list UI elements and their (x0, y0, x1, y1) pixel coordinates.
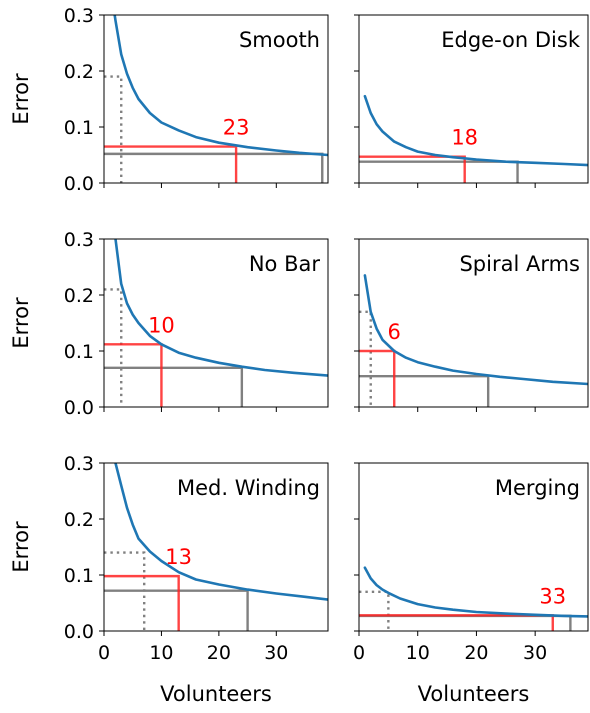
panel-spiral-arms: 6 Spiral Arms (354, 238, 589, 412)
plot-area (359, 566, 588, 631)
plot-area (359, 274, 588, 407)
y-tick-label: 0.1 (64, 117, 94, 139)
x-tick-label: 20 (464, 642, 488, 664)
volunteer-count-label: 10 (148, 313, 175, 337)
panel-title: Merging (495, 476, 580, 500)
red-threshold-line (104, 145, 238, 183)
y-axis-label: Error (9, 521, 33, 573)
x-tick-label: 10 (149, 642, 173, 664)
x-tick-label: 10 (406, 642, 430, 664)
error-curve (363, 94, 588, 167)
red-threshold-line (359, 349, 396, 407)
axes-frame (358, 462, 589, 632)
panel-med-winding: 13 Med. Winding 0.0 0.1 0.2 0.3 Error 0 10 20 30 Vo… (9, 453, 329, 706)
x-tick-label: 30 (523, 642, 547, 664)
plot-area (104, 463, 328, 631)
dotted-threshold-line (359, 590, 390, 631)
panel-title: Med. Winding (177, 476, 320, 500)
x-axis-label: Volunteers (418, 682, 530, 706)
dotted-threshold-line (104, 288, 123, 407)
panel-merging: 33 Merging 0 10 20 30 Volunteers (353, 462, 589, 706)
error-curve (363, 566, 588, 618)
plot-area (104, 15, 328, 183)
panel-title: Smooth (239, 28, 320, 52)
axes-frame (103, 14, 329, 184)
x-axis-label: Volunteers (160, 682, 272, 706)
x-tick-label: 0 (98, 642, 110, 664)
panel-title: Edge-on Disk (441, 28, 581, 52)
dotted-threshold-line (104, 75, 123, 183)
plot-area (359, 94, 588, 183)
y-axis-label: Error (9, 297, 33, 349)
red-threshold-line (359, 155, 466, 183)
gray-threshold-line (104, 152, 324, 183)
x-tick-label: 30 (264, 642, 288, 664)
dotted-threshold-line (359, 310, 372, 407)
error-curve (113, 15, 328, 157)
y-tick-label: 0.2 (64, 285, 94, 307)
y-tick-label: 0.0 (64, 173, 94, 195)
y-tick-label: 0.2 (64, 509, 94, 531)
panel-smooth: 23 Smooth 0.0 0.1 0.2 0.3 Error (9, 5, 329, 195)
gray-threshold-line (359, 375, 490, 407)
y-tick-label: 0.1 (64, 565, 94, 587)
axes-frame (358, 14, 589, 184)
panel-no-bar: 10 No Bar 0.0 0.1 0.2 0.3 Error (9, 229, 329, 419)
red-threshold-line (104, 574, 180, 631)
panel-title: Spiral Arms (459, 252, 580, 276)
y-tick-label: 0.3 (64, 453, 94, 475)
axes-frame (103, 462, 329, 632)
plot-area (104, 239, 328, 407)
y-axis-label: Error (9, 73, 33, 125)
y-tick-label: 0.0 (64, 621, 94, 643)
y-tick-label: 0.2 (64, 61, 94, 83)
x-tick-label: 0 (353, 642, 365, 664)
y-tick-label: 0.3 (64, 5, 94, 27)
dotted-threshold-line (104, 551, 146, 631)
volunteer-count-label: 18 (451, 126, 478, 150)
y-tick-label: 0.1 (64, 341, 94, 363)
gray-threshold-line (104, 366, 244, 407)
error-curve (114, 239, 328, 377)
volunteer-count-label: 6 (388, 320, 401, 344)
axes-frame (103, 238, 329, 408)
panel-edge-on-disk: 18 Edge-on Disk (354, 14, 589, 188)
gray-threshold-line (359, 160, 519, 183)
axes-frame (358, 238, 589, 408)
error-curve (114, 463, 328, 601)
error-curve (363, 274, 588, 386)
volunteer-count-label: 13 (165, 545, 192, 569)
panel-title: No Bar (249, 252, 321, 276)
y-tick-label: 0.0 (64, 397, 94, 419)
red-threshold-line (104, 343, 163, 407)
x-tick-label: 20 (207, 642, 231, 664)
gray-threshold-line (104, 589, 249, 631)
y-tick-label: 0.3 (64, 229, 94, 251)
gray-threshold-line (359, 614, 572, 631)
volunteer-count-label: 33 (539, 584, 566, 608)
volunteer-count-label: 23 (223, 116, 250, 140)
